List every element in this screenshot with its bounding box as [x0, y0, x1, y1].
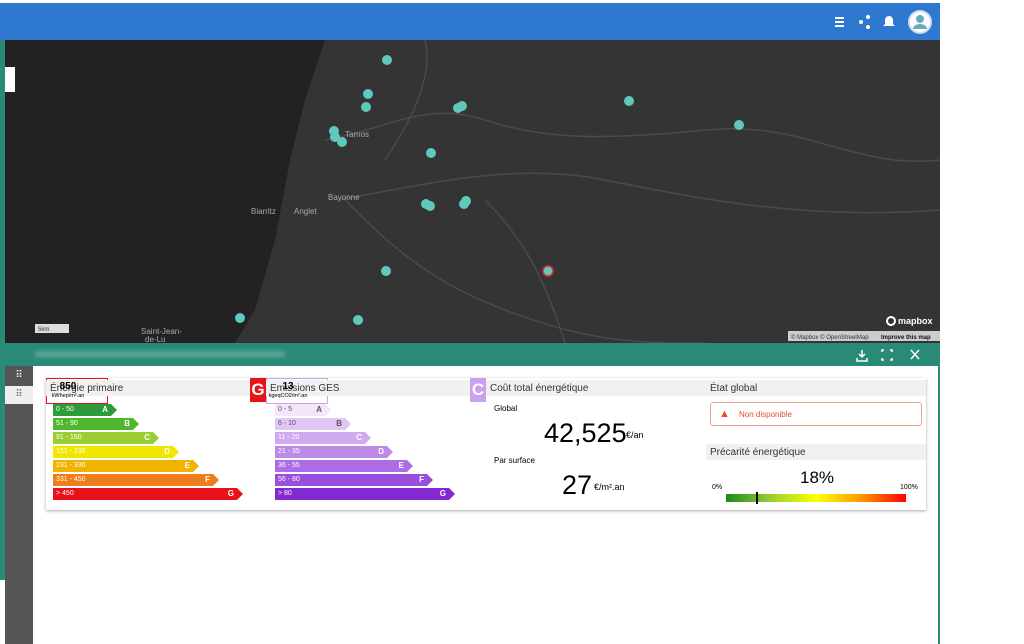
- left-strip: [0, 40, 6, 580]
- class-letter: B: [336, 419, 342, 428]
- panel-title: Énergie primaire: [46, 380, 266, 396]
- scale-bar: 5km: [38, 327, 49, 333]
- class-range: 36 - 55: [278, 462, 300, 469]
- dashboard: Énergie primaire 0 - 50 A 51 - 90 B 91 - 150 C…: [46, 378, 926, 510]
- class-letter: D: [164, 447, 170, 456]
- collapse-handle[interactable]: [5, 67, 15, 92]
- rating-value: 13: [282, 381, 294, 392]
- alert: ▲ Non disponible: [710, 402, 922, 426]
- status-panel: État global ▲ Non disponible Précarité én…: [706, 378, 926, 510]
- map[interactable]: Tarnos Bayonne Biarritz Anglet Saint-Jea…: [5, 40, 940, 343]
- gauge: [726, 494, 906, 502]
- class-letter: D: [378, 447, 384, 456]
- class-bar: > 80 G: [275, 488, 455, 500]
- class-range: 6 - 10: [278, 420, 296, 427]
- class-range: 91 - 150: [56, 434, 82, 441]
- class-range: 331 - 450: [56, 476, 86, 483]
- unit: €/m².an: [594, 482, 625, 492]
- alert-text: Non disponible: [739, 410, 792, 419]
- place-label: Bayonne: [328, 193, 360, 202]
- class-letter: A: [316, 405, 322, 414]
- class-bar: 91 - 150 C: [53, 432, 159, 444]
- class-bar: 0 - 50 A: [53, 404, 117, 416]
- class-bar: 0 - 5 A: [275, 404, 331, 416]
- class-bar: 36 - 55 E: [275, 460, 413, 472]
- attribution[interactable]: © Mapbox © OpenStreetMap: [791, 334, 869, 341]
- class-bar: 11 - 20 C: [275, 432, 371, 444]
- class-letter: F: [205, 475, 210, 484]
- panel-title: État global: [706, 380, 926, 396]
- class-bar: 6 - 10 B: [275, 418, 351, 430]
- class-letter: G: [439, 489, 446, 498]
- class-letter: C: [356, 433, 362, 442]
- class-letter: E: [398, 461, 404, 470]
- gauge-min: 0%: [712, 484, 723, 491]
- cost-panel: Coût total énergétique Global 42,525 €/a…: [486, 378, 706, 510]
- map-logo: mapbox: [898, 316, 933, 326]
- precarity-value: 18%: [800, 468, 835, 487]
- class-bar: > 450 G: [53, 488, 243, 500]
- improve-link[interactable]: Improve this map: [881, 335, 931, 341]
- class-range: 0 - 5: [278, 406, 293, 413]
- rating-value: 850: [59, 381, 77, 392]
- top-bar: [0, 3, 940, 40]
- class-range: 51 - 90: [56, 420, 78, 427]
- label: Par surface: [494, 456, 535, 465]
- class-letter: E: [184, 461, 190, 470]
- class-range: > 450: [56, 490, 74, 497]
- class-letter: C: [144, 433, 150, 442]
- place-label: de-Lu: [145, 335, 165, 343]
- class-range: 56 - 80: [278, 476, 300, 483]
- class-range: 0 - 50: [56, 406, 74, 413]
- panel-title: Emissions GES: [266, 380, 486, 396]
- class-range: > 80: [278, 490, 292, 497]
- class-bar: 231 - 330 E: [53, 460, 199, 472]
- class-letter: F: [419, 475, 424, 484]
- class-bar: 331 - 450 F: [53, 474, 219, 486]
- rating-unit: kgeqCO2/m².an: [268, 393, 308, 399]
- class-bar: 21 - 35 D: [275, 446, 393, 458]
- ges-panel: Emissions GES 0 - 5 A 6 - 10 B 11 - 20 C 21 - 3…: [266, 378, 486, 510]
- unit: €/an: [626, 430, 644, 440]
- panel-actions[interactable]: [856, 347, 926, 363]
- panel-title: Coût total énergétique: [486, 380, 706, 396]
- class-letter: B: [124, 419, 130, 428]
- panel-title: Précarité énergétique: [706, 444, 926, 460]
- rating-unit: kWhep/m².an: [51, 393, 85, 399]
- toolbar-icons[interactable]: [830, 9, 935, 35]
- class-letter: A: [102, 405, 108, 414]
- class-bar: 56 - 80 F: [275, 474, 433, 486]
- class-range: 11 - 20: [278, 434, 300, 441]
- gauge-marker: [756, 492, 758, 504]
- place-label: Biarritz: [251, 207, 276, 216]
- surface-value: 27: [562, 470, 593, 500]
- label: Global: [494, 404, 518, 413]
- class-range: 151 - 230: [56, 448, 86, 455]
- class-bar: 151 - 230 D: [53, 446, 179, 458]
- place-label: Tarnos: [345, 130, 369, 139]
- class-letter: G: [227, 489, 234, 498]
- place-label: Saint-Jean-: [141, 327, 182, 336]
- place-label: Anglet: [294, 207, 317, 216]
- rating-letter: G: [250, 378, 266, 402]
- map-markers[interactable]: [235, 55, 744, 325]
- global-value: 42,525: [544, 418, 627, 448]
- class-range: 231 - 330: [56, 462, 86, 469]
- side-toolbar: ⠿ ⠿: [5, 366, 33, 644]
- panel-header: [5, 343, 940, 366]
- energy-panel: Énergie primaire 0 - 50 A 51 - 90 B 91 - 150 C…: [46, 378, 266, 510]
- class-range: 21 - 35: [278, 448, 300, 455]
- gauge-max: 100%: [900, 484, 918, 491]
- rating-letter: C: [470, 378, 486, 402]
- class-bar: 51 - 90 B: [53, 418, 139, 430]
